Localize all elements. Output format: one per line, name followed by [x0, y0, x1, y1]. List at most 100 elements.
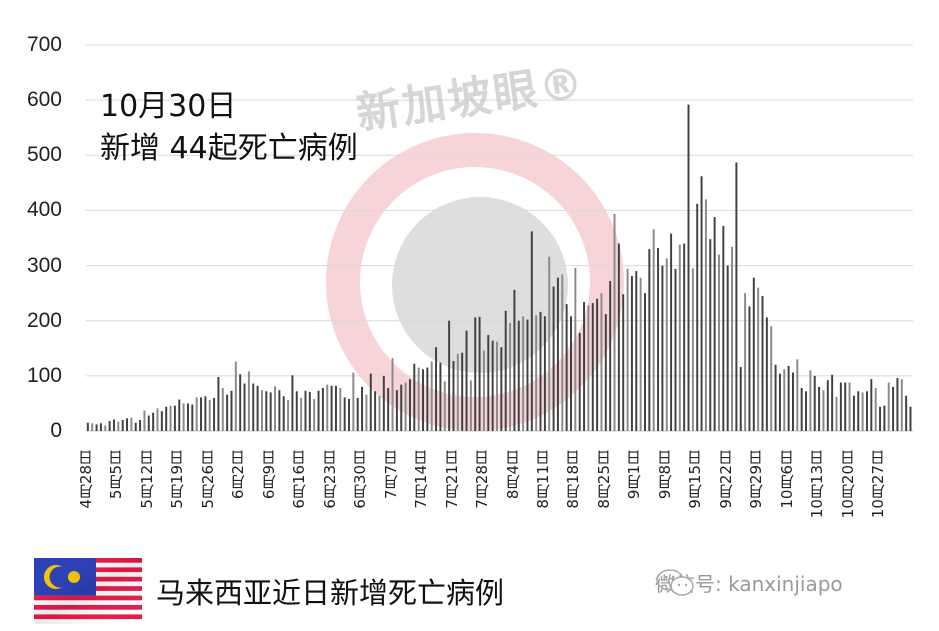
bar: [435, 347, 438, 431]
x-tick-label: 9月29日: [747, 450, 766, 509]
x-tick-label: 8月4日: [503, 450, 522, 500]
x-tick-label: 6月9日: [259, 450, 278, 500]
x-tick-label: 7月28日: [473, 450, 492, 509]
bar: [260, 390, 263, 431]
bar: [674, 268, 677, 431]
bar: [217, 376, 220, 431]
bar: [252, 383, 255, 431]
bar: [156, 408, 159, 431]
bar: [387, 387, 390, 431]
bar: [609, 281, 612, 431]
bar: [404, 382, 407, 431]
bar: [256, 385, 259, 431]
bar: [274, 386, 276, 431]
bar: [348, 399, 350, 431]
bar: [178, 399, 181, 431]
bar: [800, 387, 803, 431]
bar: [496, 341, 498, 431]
bar: [796, 359, 799, 431]
bar: [622, 294, 625, 431]
bar: [221, 387, 224, 431]
bar: [243, 383, 246, 431]
wechat-credit: 微信号: kanxinjiapo: [655, 568, 843, 597]
x-tick-label: 6月16日: [290, 450, 309, 509]
x-tick-label: 7月7日: [381, 450, 400, 500]
bar: [535, 315, 538, 431]
malaysia-flag-icon: [34, 558, 142, 624]
bar: [752, 277, 755, 431]
bar: [452, 360, 455, 431]
bar: [639, 277, 642, 431]
bar: [121, 419, 124, 431]
x-tick-label: 5月5日: [107, 450, 126, 500]
bar: [147, 415, 150, 431]
bar: [526, 319, 529, 431]
bar: [330, 385, 333, 431]
bar: [343, 397, 346, 431]
bar: [413, 363, 416, 431]
bar: [461, 352, 464, 431]
bar: [509, 322, 512, 431]
bar: [369, 373, 372, 431]
x-tick-label: 6月30日: [351, 450, 370, 509]
bar: [269, 392, 272, 431]
x-tick-label: 8月11日: [534, 450, 553, 509]
bar: [204, 396, 207, 431]
bar: [852, 395, 855, 431]
headline: 10月30日 新增 44起死亡病例: [100, 86, 358, 170]
bar: [596, 298, 599, 431]
bar: [165, 406, 168, 431]
bar: [200, 397, 202, 431]
bar: [848, 382, 851, 431]
x-tick-label: 9月15日: [686, 450, 705, 509]
bar: [300, 397, 303, 431]
y-tick-label: 200: [26, 308, 62, 332]
bar: [604, 314, 607, 431]
bar: [556, 277, 559, 431]
bar: [892, 386, 895, 431]
bar: [143, 410, 146, 431]
x-tick-label: 10月6日: [777, 450, 796, 509]
bar: [874, 387, 877, 431]
bar: [861, 392, 864, 431]
bar: [909, 406, 912, 431]
bar: [648, 249, 651, 431]
bar: [844, 382, 847, 431]
bar: [504, 310, 507, 431]
bar: [726, 265, 729, 431]
y-tick-label: 500: [26, 143, 62, 167]
bar: [478, 316, 481, 431]
bar: [365, 394, 368, 431]
bar: [391, 358, 394, 431]
bar: [134, 422, 137, 431]
bar: [160, 411, 163, 431]
bar: [826, 380, 829, 431]
wechat-icon: [656, 569, 694, 596]
bar: [813, 375, 816, 431]
bar: [787, 365, 790, 431]
bar: [287, 400, 290, 431]
bar: [356, 397, 359, 431]
bar: [865, 391, 868, 431]
bar: [548, 256, 551, 431]
y-tick-label: 100: [26, 363, 62, 387]
bar: [378, 395, 381, 431]
bar: [587, 305, 590, 431]
y-tick-label: 300: [26, 253, 62, 277]
x-tick-label: 9月1日: [625, 450, 644, 500]
bar: [230, 390, 233, 431]
bar: [805, 391, 808, 431]
bar: [408, 379, 411, 431]
bar: [112, 419, 115, 431]
bar: [317, 390, 320, 431]
bar: [169, 405, 172, 431]
chart-area: 新加坡眼® 0 100 200 300 400 500 600 700 10月30日 新增 4…: [26, 34, 913, 518]
bar: [304, 390, 307, 431]
bar: [91, 423, 94, 431]
bar: [474, 317, 477, 431]
bar: [757, 287, 760, 431]
bar: [661, 265, 664, 431]
bar: [395, 390, 398, 431]
bar: [600, 293, 603, 431]
bar: [774, 364, 777, 431]
